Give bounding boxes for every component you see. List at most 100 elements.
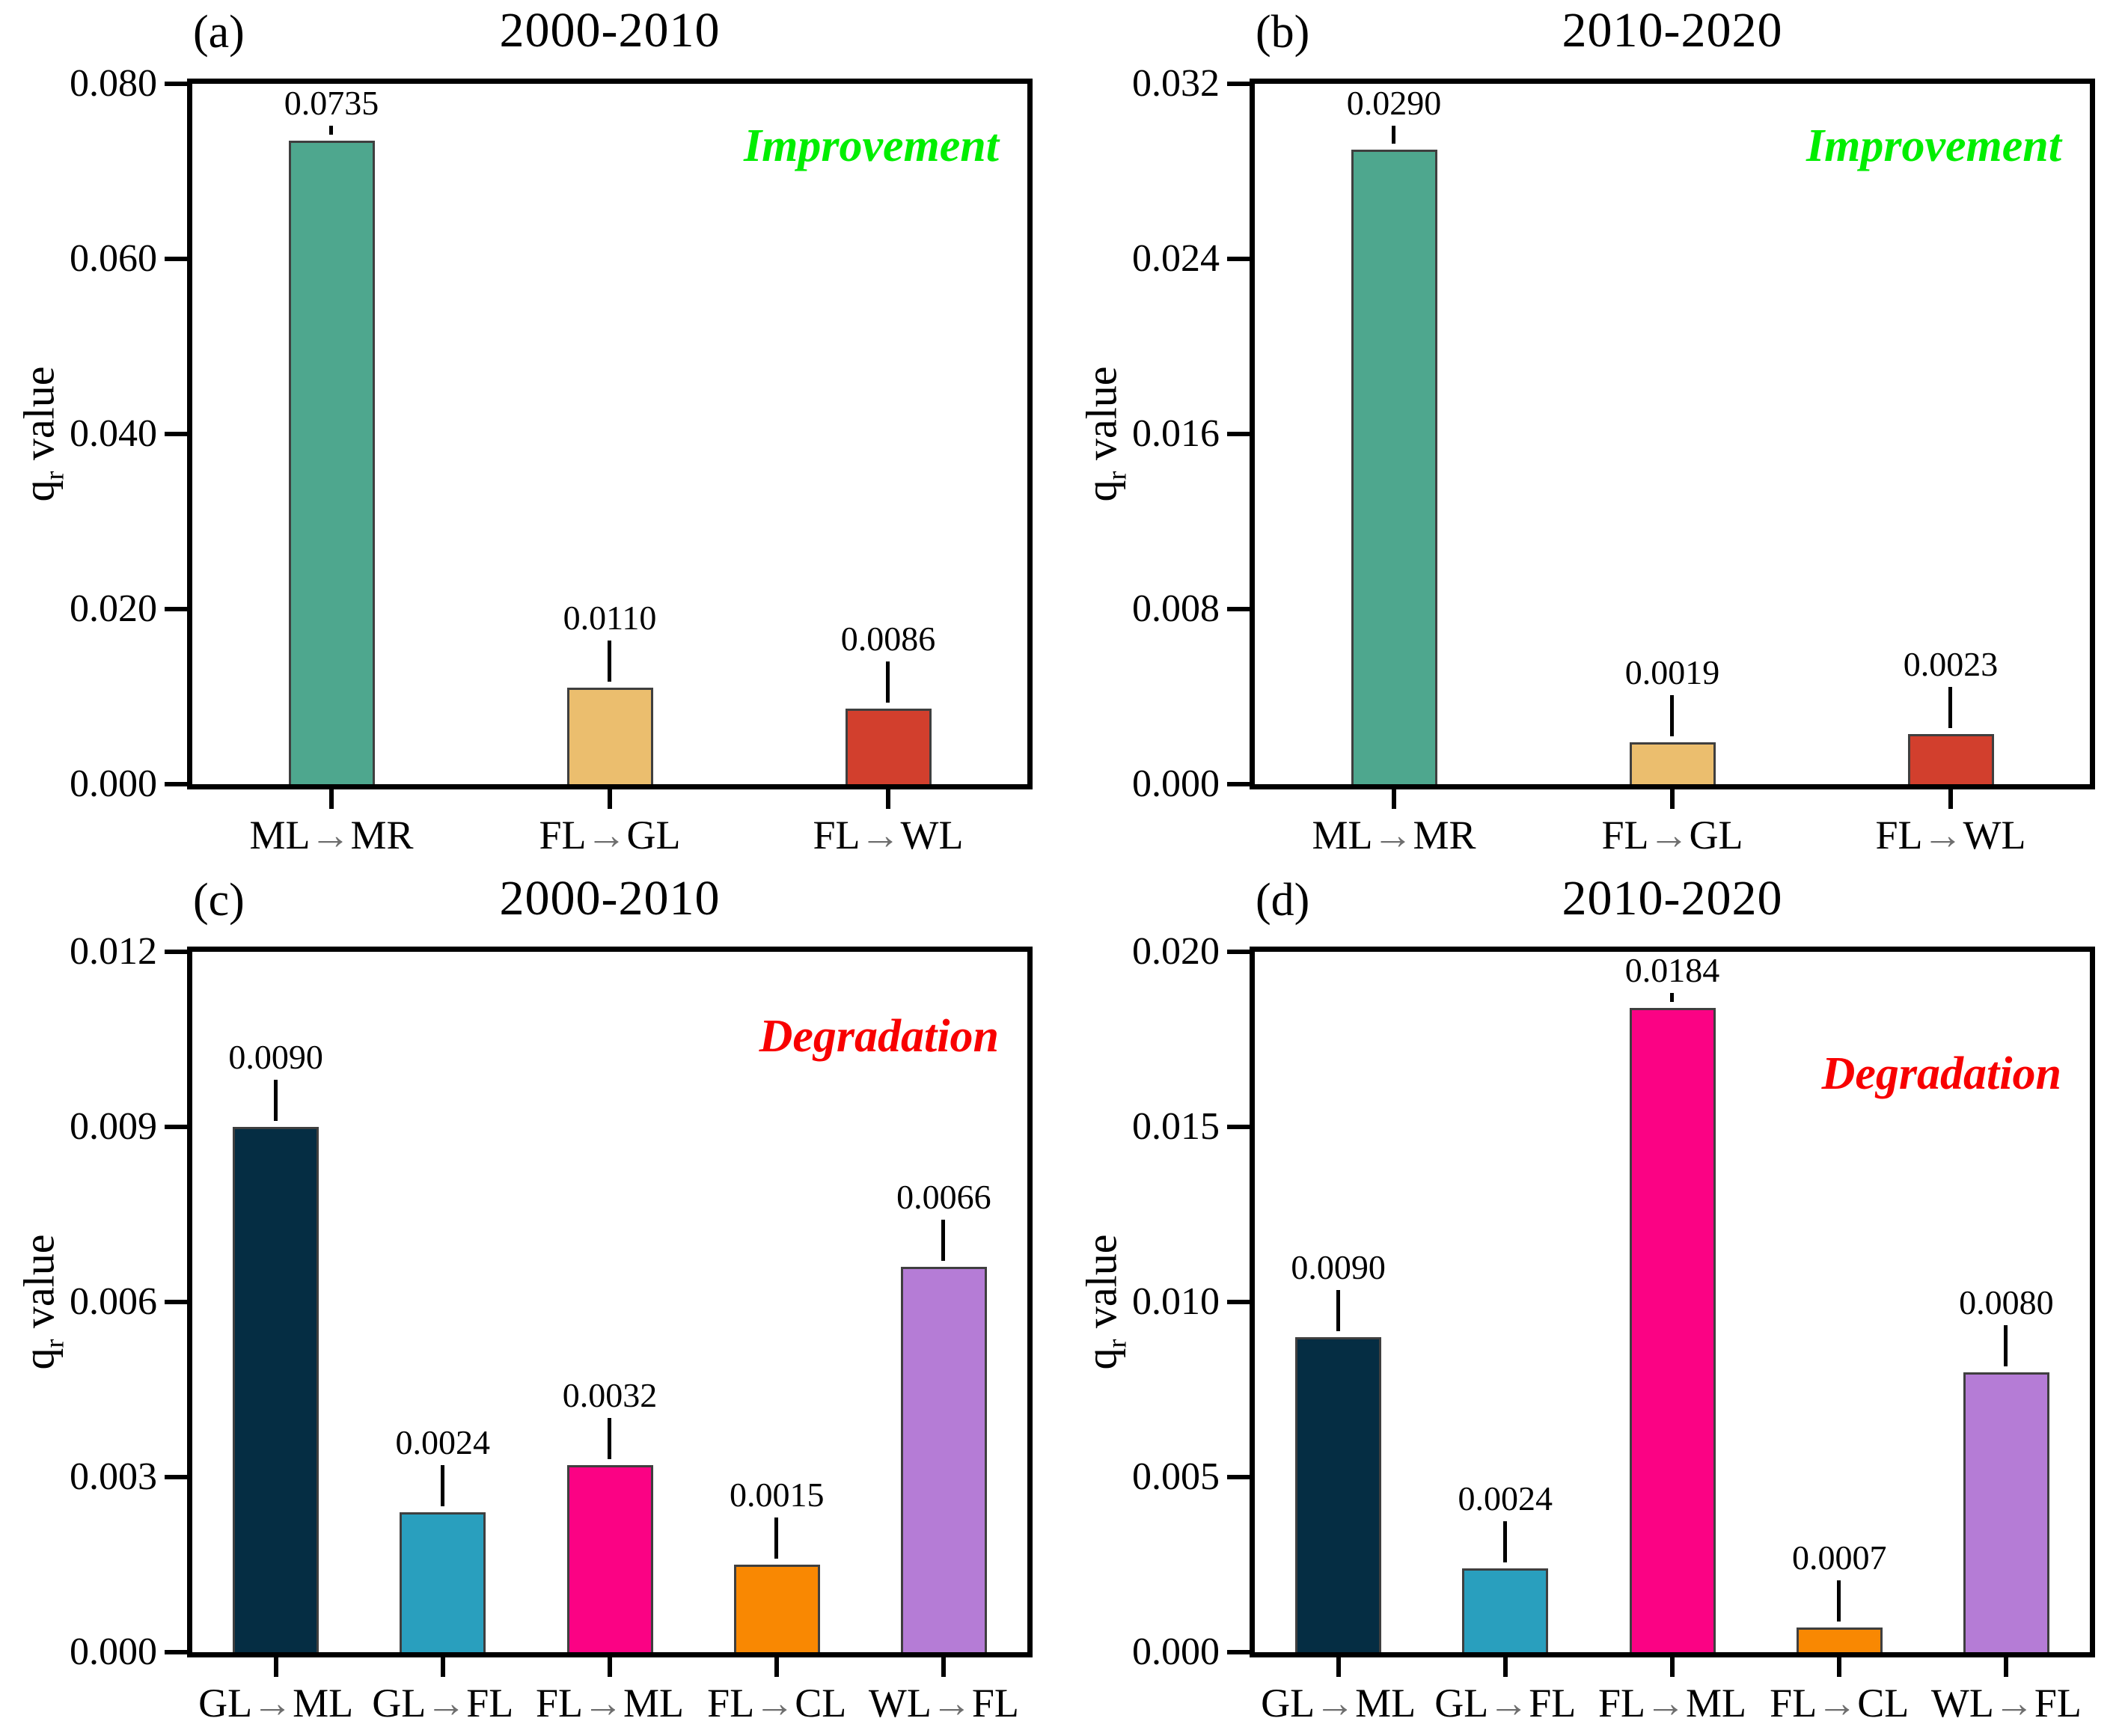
- y-axis-label-q: q: [1077, 1348, 1126, 1370]
- bar-value-leader: [329, 126, 333, 135]
- x-tick: [1502, 1657, 1508, 1677]
- y-axis-label-q: q: [1077, 480, 1126, 502]
- panel-letter: (b): [1256, 7, 1310, 58]
- y-axis-label-sub: r: [39, 1339, 70, 1348]
- bar-value-label: 0.0080: [1959, 1283, 2054, 1321]
- x-tick-label: ML→MR: [249, 813, 414, 858]
- plot-frame: Improvement 0.0735 0.0110 0.0086: [187, 79, 1033, 789]
- x-tick-label: FL→GL: [539, 813, 681, 858]
- x-tick-label: FL→ML: [1597, 1681, 1747, 1726]
- y-tick-label: 0.016: [1132, 412, 1220, 455]
- arrow-glyph: →: [1648, 813, 1690, 858]
- y-axis-label-q: q: [14, 480, 64, 502]
- arrow-glyph: →: [1922, 813, 1963, 858]
- arrow-glyph: →: [860, 813, 901, 858]
- plot-frame: Improvement 0.0290 0.0019 0.0023: [1250, 79, 2095, 789]
- y-tick: [165, 1125, 187, 1129]
- annotation-degradation: Degradation: [1821, 1048, 2061, 1099]
- y-tick-label: 0.009: [70, 1105, 157, 1148]
- bar-value-label: 0.0024: [395, 1423, 491, 1461]
- panel-letter: (c): [193, 875, 245, 926]
- bar-GL→ML: [1295, 1337, 1381, 1652]
- bar-value-label: 0.0023: [1903, 645, 1999, 683]
- y-tick: [1227, 1125, 1250, 1129]
- y-tick: [1227, 257, 1250, 261]
- arrow-glyph: →: [931, 1681, 972, 1726]
- x-tick-label: FL→GL: [1601, 813, 1743, 858]
- arrow-glyph: →: [252, 1681, 293, 1726]
- bar-FL→WL: [846, 709, 932, 784]
- bar-ML→MR: [1351, 150, 1437, 784]
- y-tick: [1227, 1300, 1250, 1304]
- y-tick: [165, 1300, 187, 1304]
- arrow-glyph: →: [583, 1681, 624, 1726]
- x-tick-label: GL→ML: [1261, 1681, 1416, 1726]
- y-tick-label: 0.000: [70, 1630, 157, 1673]
- y-axis-label-sub: r: [1101, 471, 1132, 480]
- arrow-glyph: →: [426, 1681, 467, 1726]
- y-tick-label: 0.006: [70, 1280, 157, 1323]
- panel-title: 2010-2020: [1562, 871, 1783, 926]
- bar-value-label: 0.0032: [562, 1376, 658, 1414]
- x-tick-label: WL→FL: [868, 1681, 1019, 1726]
- x-tick: [273, 1657, 278, 1677]
- y-tick-label: 0.032: [1132, 62, 1220, 105]
- y-tick: [165, 82, 187, 86]
- bar-GL→FL: [1462, 1568, 1548, 1652]
- x-tick-label: FL→ML: [535, 1681, 685, 1726]
- y-tick-label: 0.040: [70, 412, 157, 455]
- bar-value-label: 0.0290: [1346, 84, 1442, 122]
- bar-value-leader: [774, 1518, 779, 1559]
- bar-value-leader: [1336, 1290, 1340, 1331]
- bar-FL→ML: [1630, 1008, 1716, 1652]
- annotation-improvement: Improvement: [1806, 120, 2061, 171]
- x-tick: [608, 1657, 612, 1677]
- x-tick-label: ML→MR: [1312, 813, 1476, 858]
- plot-frame: Degradation 0.0090 0.0024 0.0032 0.0015 0.00…: [187, 947, 1033, 1657]
- y-tick-label: 0.008: [1132, 587, 1220, 630]
- y-tick-label: 0.015: [1132, 1105, 1220, 1148]
- panel-title: 2010-2020: [1562, 3, 1783, 58]
- x-tick-label: GL→FL: [372, 1681, 514, 1726]
- bar-value-leader: [440, 1465, 444, 1506]
- panel-letter: (d): [1256, 875, 1310, 926]
- bar-FL→GL: [567, 688, 653, 784]
- bar-value-label: 0.0066: [896, 1178, 991, 1216]
- x-tick-label: WL→FL: [1930, 1681, 2082, 1726]
- panel-d: (d) 2010-2020 qr value Degradation 0.009…: [1062, 868, 2125, 1736]
- y-tick: [165, 782, 187, 786]
- bar-value-label: 0.0110: [563, 599, 657, 637]
- y-tick-label: 0.012: [70, 930, 157, 973]
- bar-FL→CL: [1797, 1628, 1883, 1652]
- bar-value-label: 0.0090: [228, 1038, 323, 1076]
- y-axis-label-q: q: [14, 1348, 64, 1370]
- bar-value-leader: [608, 1418, 611, 1459]
- bar-value-leader: [886, 661, 890, 703]
- y-tick: [165, 950, 187, 954]
- bar-value-label: 0.0019: [1624, 653, 1720, 691]
- x-tick: [329, 789, 334, 809]
- bar-value-leader: [1670, 993, 1674, 1002]
- x-tick-label: GL→ML: [198, 1681, 354, 1726]
- panel-title: 2000-2010: [499, 871, 721, 926]
- bar-value-label: 0.0024: [1458, 1479, 1553, 1518]
- y-tick: [1227, 607, 1250, 611]
- y-tick-label: 0.003: [70, 1455, 157, 1498]
- x-tick: [1837, 1657, 1842, 1677]
- arrow-glyph: →: [1372, 813, 1413, 858]
- y-tick-label: 0.020: [1132, 930, 1220, 973]
- x-tick: [886, 789, 890, 809]
- x-tick: [440, 1657, 445, 1677]
- bar-value-label: 0.0735: [284, 84, 379, 122]
- y-tick: [1227, 82, 1250, 86]
- bar-value-leader: [273, 1080, 278, 1121]
- arrow-glyph: →: [754, 1681, 795, 1726]
- arrow-glyph: →: [310, 813, 351, 858]
- bar-WL→FL: [1963, 1372, 2049, 1652]
- arrow-glyph: →: [1993, 1681, 2034, 1726]
- x-tick: [608, 789, 612, 809]
- x-tick: [774, 1657, 780, 1677]
- panel-letter: (a): [193, 7, 245, 58]
- y-tick-label: 0.000: [1132, 1630, 1220, 1673]
- bar-value-label: 0.0184: [1624, 951, 1720, 989]
